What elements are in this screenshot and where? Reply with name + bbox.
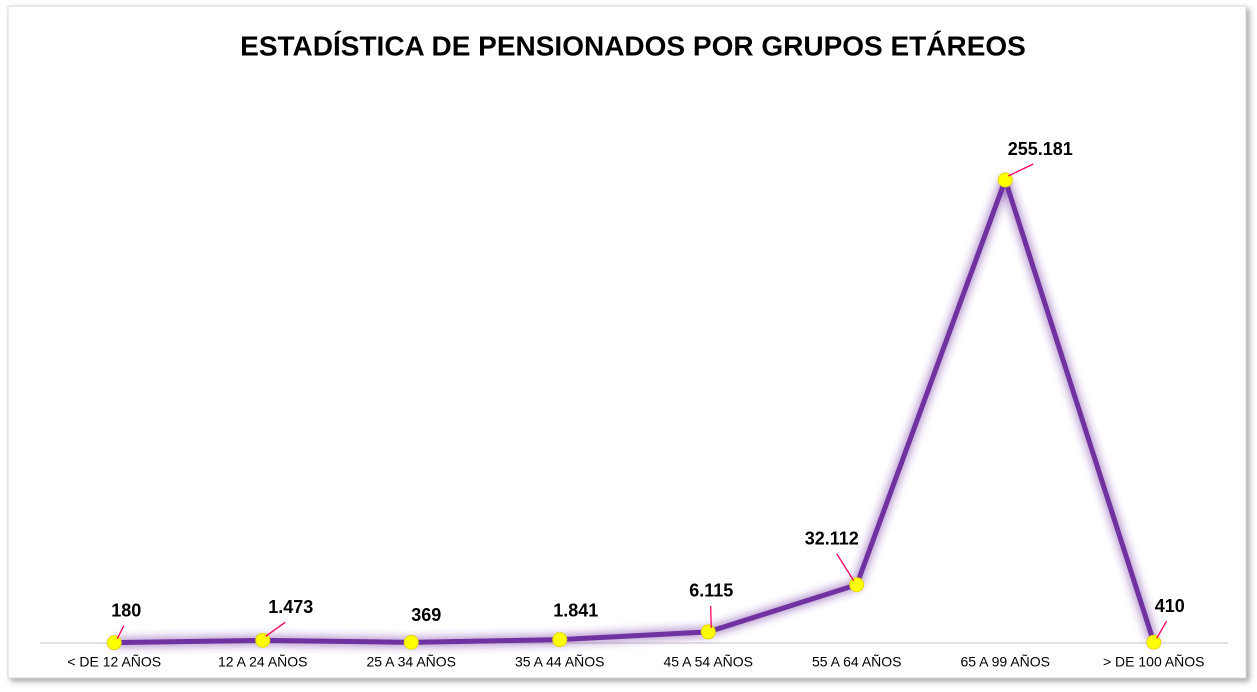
marker — [1146, 634, 1162, 650]
leader-line — [710, 605, 712, 628]
x-tick-label: < DE 12 AÑOS — [67, 654, 161, 670]
x-tick-label: > DE 100 AÑOS — [1103, 654, 1205, 670]
data-label: 1.473 — [268, 597, 313, 617]
chart-title: ESTADÍSTICA DE PENSIONADOS POR GRUPOS ET… — [240, 30, 1026, 61]
x-tick-label: 45 A 54 AÑOS — [663, 654, 753, 670]
leader-line — [1156, 620, 1168, 639]
marker — [849, 577, 865, 593]
x-tick-label: 65 A 99 AÑOS — [960, 654, 1050, 670]
marker — [997, 172, 1013, 188]
x-tick-label: 35 A 44 AÑOS — [515, 654, 605, 670]
x-tick-label: 55 A 64 AÑOS — [812, 654, 902, 670]
data-label: 1.841 — [553, 600, 598, 620]
leader-line — [836, 553, 855, 582]
marker — [552, 632, 568, 648]
data-label: 6.115 — [689, 581, 733, 601]
data-label: 369 — [411, 605, 441, 625]
marker — [255, 632, 271, 648]
data-label: 255.181 — [1008, 139, 1073, 159]
marker — [106, 635, 122, 651]
data-label: 410 — [1155, 596, 1185, 616]
marker — [700, 624, 716, 640]
x-tick-label: 25 A 34 AÑOS — [366, 654, 456, 670]
data-label: 180 — [111, 600, 141, 620]
marker — [403, 634, 419, 650]
x-tick-label: 12 A 24 AÑOS — [218, 654, 308, 670]
chart-frame — [7, 5, 1247, 679]
line — [114, 177, 1157, 646]
leader-line — [116, 625, 125, 639]
leader-line — [1007, 163, 1034, 177]
data-label: 32.112 — [805, 528, 859, 548]
leader-line — [265, 621, 286, 637]
